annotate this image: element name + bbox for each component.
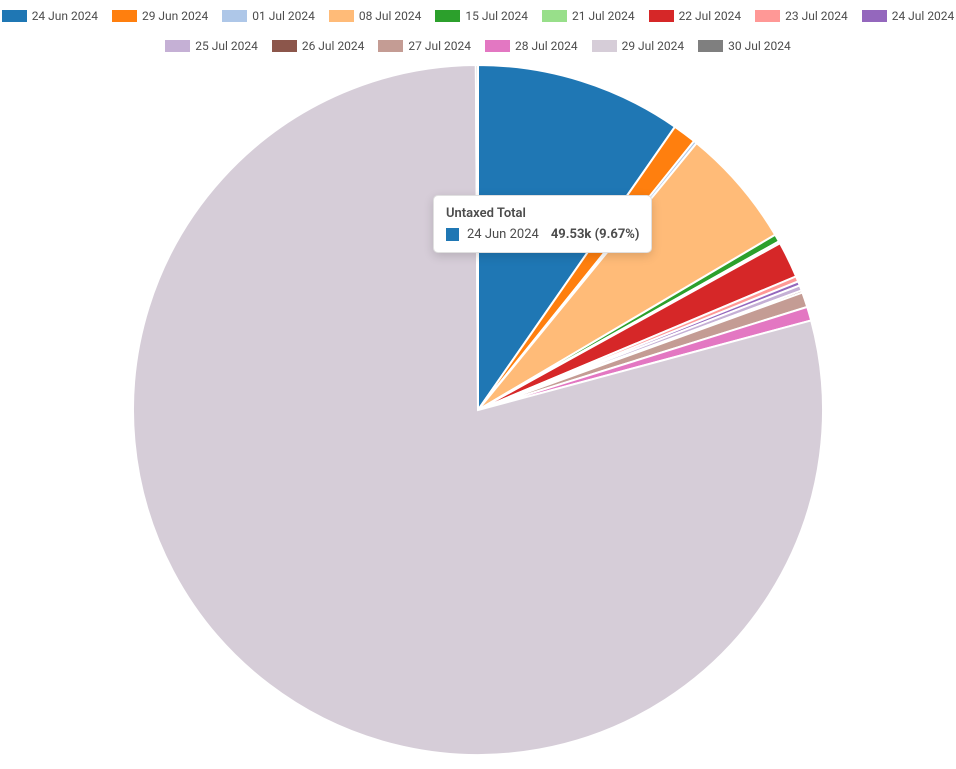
pie-chart — [0, 60, 956, 760]
legend-item[interactable]: 08 Jul 2024 — [329, 8, 422, 24]
legend-label: 24 Jun 2024 — [32, 8, 98, 24]
legend-label: 01 Jul 2024 — [252, 8, 315, 24]
legend-item[interactable]: 29 Jul 2024 — [592, 38, 685, 54]
legend-label: 29 Jul 2024 — [622, 38, 685, 54]
chart-legend: 24 Jun 2024 29 Jun 2024 01 Jul 2024 08 Jul … — [0, 8, 956, 54]
legend-label: 26 Jul 2024 — [302, 38, 365, 54]
legend-swatch-icon — [698, 40, 723, 52]
legend-item[interactable]: 30 Jul 2024 — [698, 38, 791, 54]
legend-item[interactable]: 24 Jul 2024 — [862, 8, 955, 24]
legend-item[interactable]: 26 Jul 2024 — [272, 38, 365, 54]
legend-label: 24 Jul 2024 — [892, 8, 955, 24]
legend-swatch-icon — [222, 10, 247, 22]
legend-label: 29 Jun 2024 — [142, 8, 208, 24]
legend-swatch-icon — [542, 10, 567, 22]
legend-item[interactable]: 24 Jun 2024 — [2, 8, 98, 24]
legend-label: 28 Jul 2024 — [515, 38, 578, 54]
legend-label: 30 Jul 2024 — [728, 38, 791, 54]
legend-swatch-icon — [2, 10, 27, 22]
legend-item[interactable]: 21 Jul 2024 — [542, 8, 635, 24]
legend-swatch-icon — [755, 10, 780, 22]
legend-swatch-icon — [862, 10, 887, 22]
legend-swatch-icon — [435, 10, 460, 22]
legend-item[interactable]: 28 Jul 2024 — [485, 38, 578, 54]
legend-item[interactable]: 29 Jun 2024 — [112, 8, 208, 24]
legend-label: 15 Jul 2024 — [465, 8, 528, 24]
legend-item[interactable]: 01 Jul 2024 — [222, 8, 315, 24]
legend-label: 22 Jul 2024 — [679, 8, 742, 24]
legend-swatch-icon — [165, 40, 190, 52]
legend-label: 27 Jul 2024 — [408, 38, 471, 54]
legend-item[interactable]: 15 Jul 2024 — [435, 8, 528, 24]
legend-swatch-icon — [592, 40, 617, 52]
legend-swatch-icon — [272, 40, 297, 52]
legend-label: 23 Jul 2024 — [785, 8, 848, 24]
legend-swatch-icon — [112, 10, 137, 22]
legend-swatch-icon — [649, 10, 674, 22]
legend-label: 21 Jul 2024 — [572, 8, 635, 24]
chart-container: 24 Jun 2024 29 Jun 2024 01 Jul 2024 08 Jul … — [0, 0, 956, 769]
legend-swatch-icon — [485, 40, 510, 52]
legend-label: 25 Jul 2024 — [195, 38, 258, 54]
legend-label: 08 Jul 2024 — [359, 8, 422, 24]
legend-item[interactable]: 22 Jul 2024 — [649, 8, 742, 24]
legend-swatch-icon — [329, 10, 354, 22]
legend-item[interactable]: 23 Jul 2024 — [755, 8, 848, 24]
legend-item[interactable]: 25 Jul 2024 — [165, 38, 258, 54]
legend-swatch-icon — [378, 40, 403, 52]
legend-item[interactable]: 27 Jul 2024 — [378, 38, 471, 54]
